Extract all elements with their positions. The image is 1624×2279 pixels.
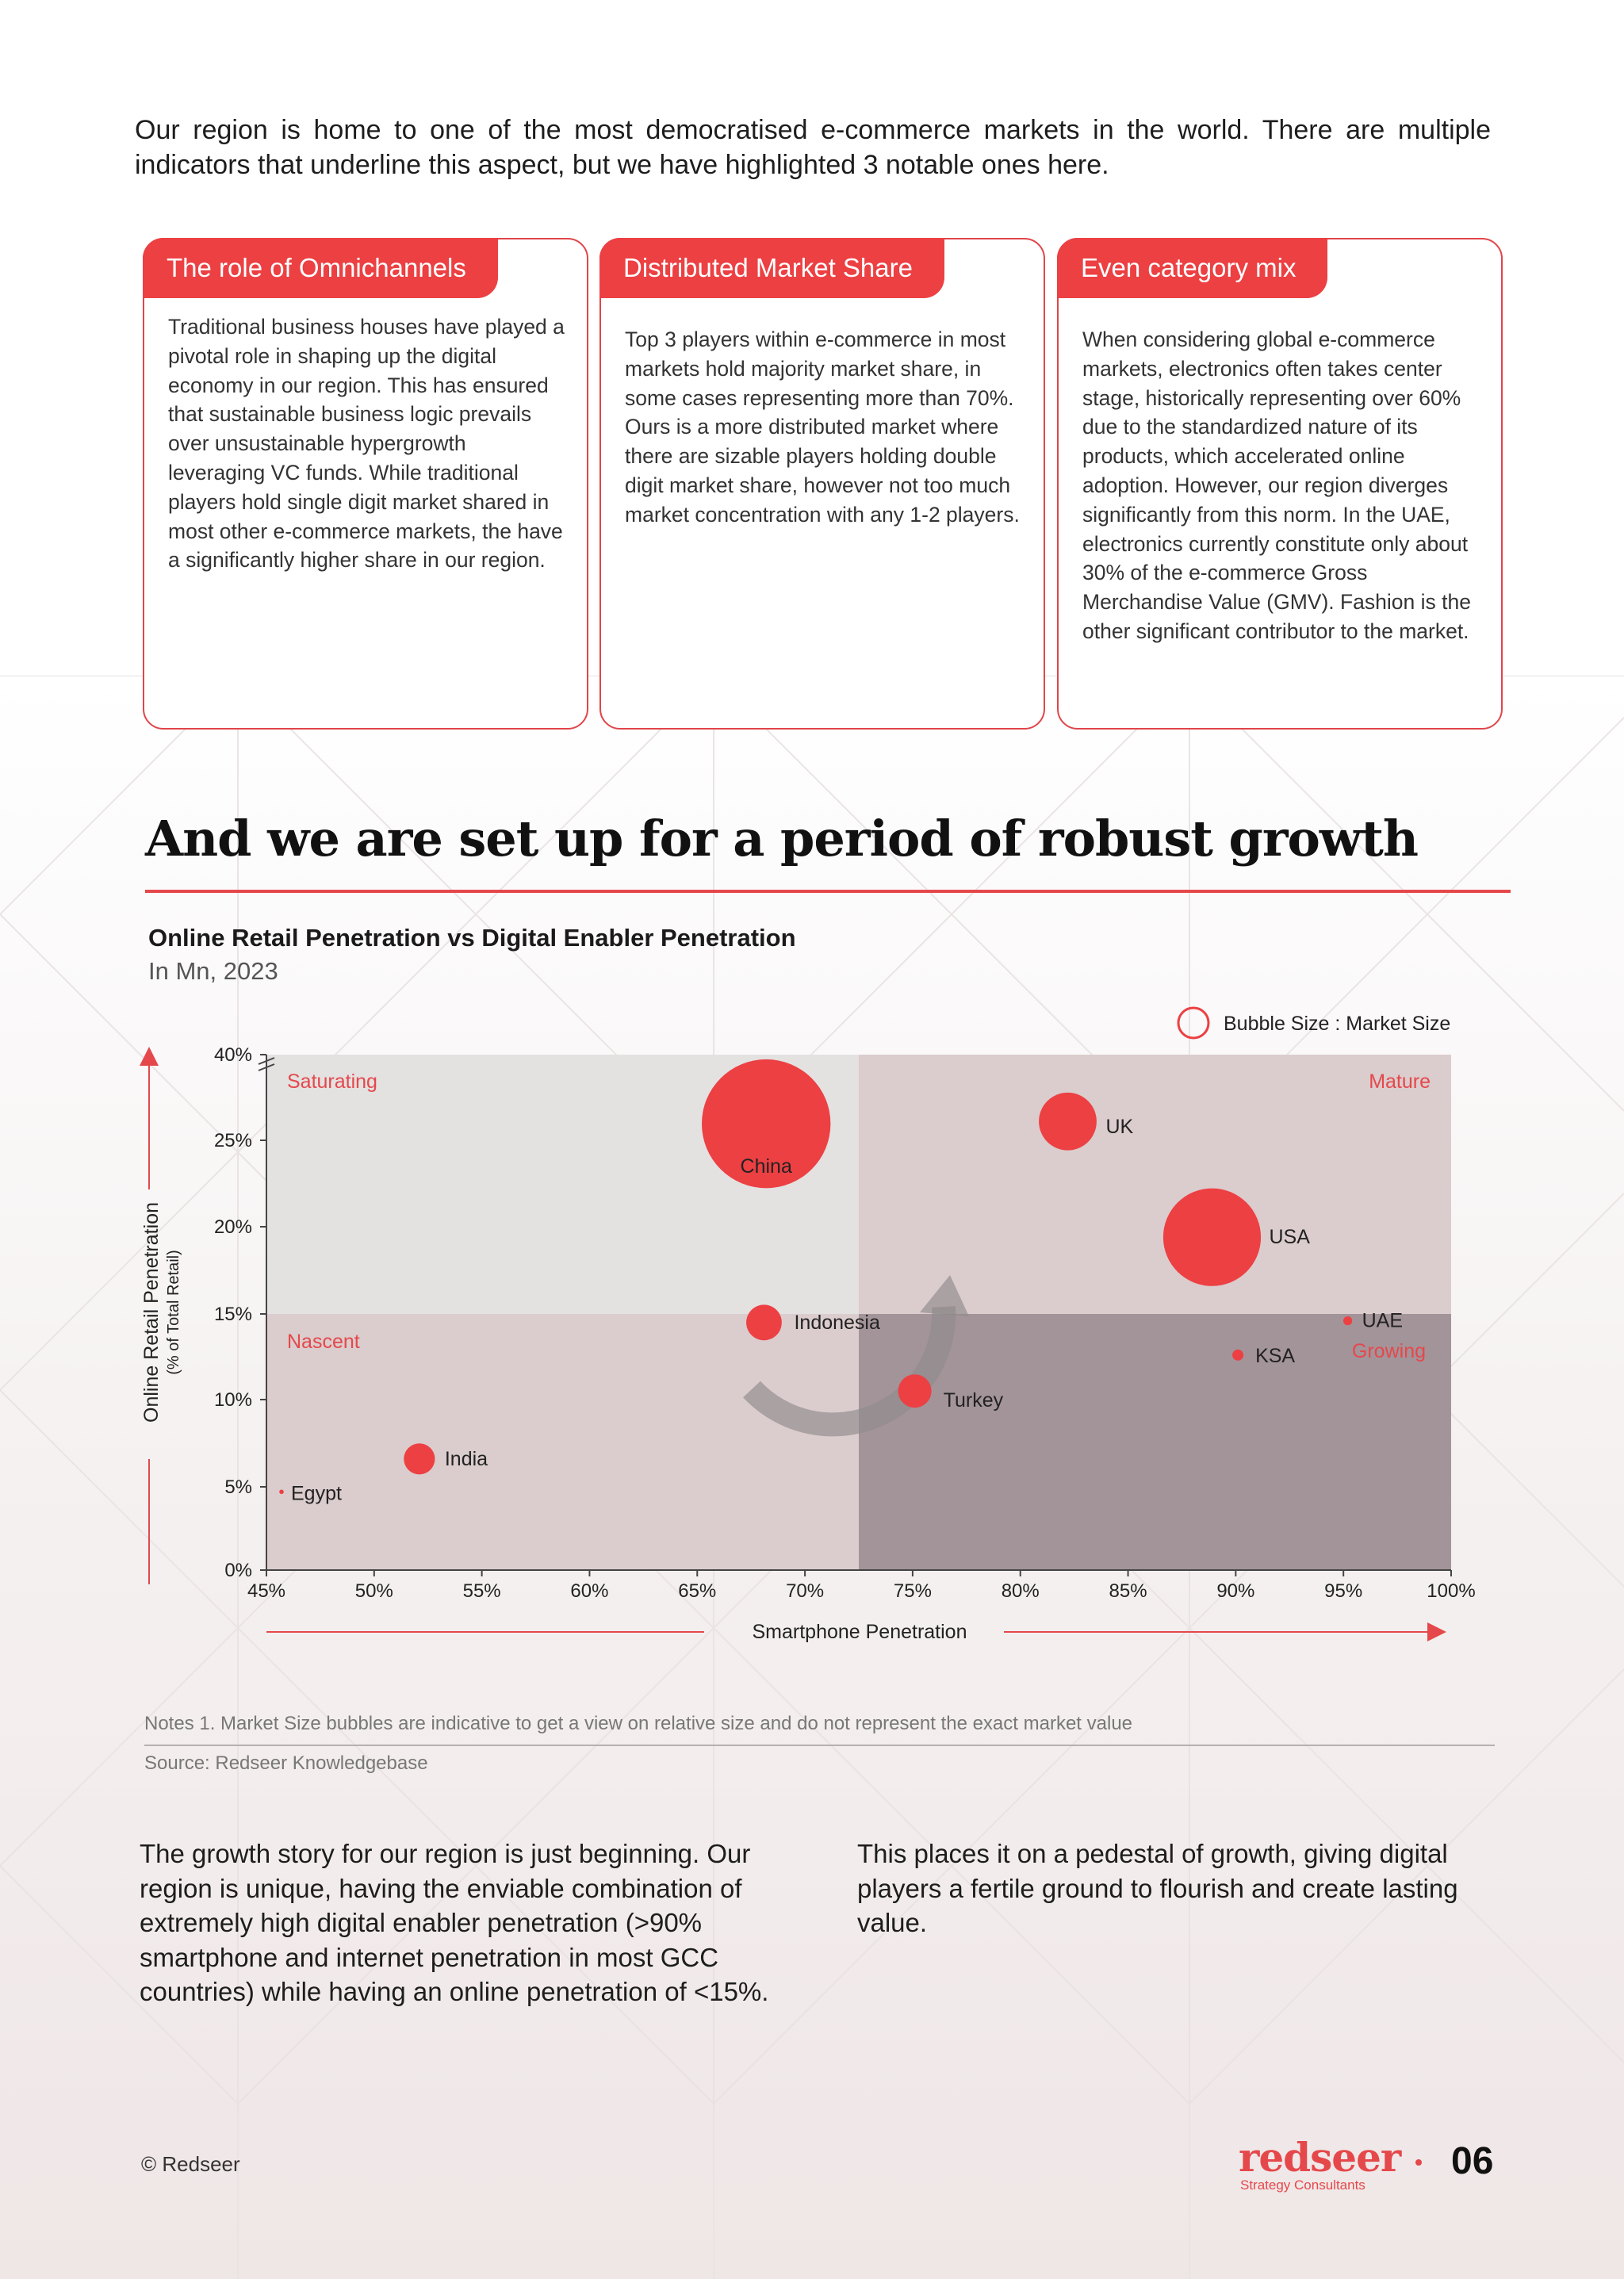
bubble-china [701,1059,831,1189]
y-tick-label: 10% [214,1389,252,1411]
bubble-indonesia [746,1304,782,1341]
growth-arrow-icon [743,1275,969,1437]
x-tick-label: 65% [678,1580,716,1602]
y-tick-label: 15% [214,1304,252,1325]
quadrant-label: Growing [1352,1340,1426,1362]
bubble-uae [1343,1316,1353,1326]
bubble-label: UK [1105,1116,1133,1138]
bubble-label: USA [1269,1226,1310,1248]
logo-subtitle: Strategy Consultants [1240,2177,1365,2193]
heading-divider [145,890,1511,893]
section-heading: And we are set up for a period of robust… [145,810,1419,868]
y-axis-subtitle: (% of Total Retail) [165,1250,182,1374]
x-tick-label: 70% [786,1580,824,1602]
y-tick-label: 0% [224,1560,252,1581]
bubble-label: Egypt [291,1482,342,1504]
card-text: Traditional business houses have played … [168,315,565,573]
quadrant-nascent [266,1314,859,1570]
x-tick-label: 90% [1216,1580,1254,1602]
bubble-usa [1162,1188,1262,1286]
chart-source: Source: Redseer Knowledgebase [144,1752,428,1774]
y-tick-label: 5% [224,1477,252,1498]
chart-notes: Notes 1. Market Size bubbles are indicat… [144,1713,1133,1734]
quadrant-label: Nascent [287,1331,360,1353]
bubble-label: Indonesia [794,1312,880,1334]
page-number: 06 [1451,2140,1494,2182]
redseer-logo: redseer [1239,2134,1401,2181]
y-tick-label: 25% [214,1130,252,1151]
bubble-india [404,1443,435,1475]
card-omnichannels: The role of Omnichannels Traditional bus… [143,238,588,730]
chart-title: Online Retail Penetration vs Digital Ena… [148,924,796,952]
card-category-mix: Even category mix When considering globa… [1057,238,1503,730]
bubble-label: KSA [1255,1345,1295,1367]
x-axis-title: Smartphone Penetration [752,1621,967,1643]
x-tick-label: 60% [570,1580,608,1602]
legend-label: Bubble Size : Market Size [1224,1013,1450,1035]
card-text: Top 3 players within e-commerce in most … [625,327,1020,527]
quadrant-growing [859,1314,1451,1570]
paragraph-left: The growth story for our region is just … [140,1839,769,2006]
x-tick-label: 85% [1109,1580,1147,1602]
axis-break-mark [258,1057,275,1065]
x-tick-label: 50% [355,1580,393,1602]
bubble-label: India [445,1448,488,1470]
y-tick-label: 20% [214,1216,252,1238]
intro-paragraph: Our region is home to one of the most de… [135,115,1491,180]
bubble-turkey [898,1374,932,1408]
card-text: When considering global e-commerce marke… [1082,327,1471,643]
x-tick-label: 55% [463,1580,501,1602]
bubble-ksa [1232,1349,1244,1361]
card-title: Distributed Market Share [599,238,944,298]
x-tick-label: 75% [894,1580,932,1602]
paragraph-right: This places it on a pedestal of growth, … [857,1839,1458,1937]
chart-subtitle: In Mn, 2023 [148,957,278,985]
card-market-share: Distributed Market Share Top 3 players w… [599,238,1045,730]
legend-bubble-icon [1177,1006,1210,1040]
notes-divider [144,1745,1495,1746]
x-tick-label: 45% [247,1580,285,1602]
bubble-uk [1039,1092,1097,1151]
x-tick-label: 80% [1002,1580,1040,1602]
quadrant-label: Saturating [287,1071,377,1093]
x-tick-label: 100% [1427,1580,1475,1602]
bubble-label: Turkey [944,1389,1004,1411]
bubble-label: China [741,1155,792,1178]
y-tick-label: 40% [214,1044,252,1066]
bubble-egypt [279,1489,284,1495]
card-title: Even category mix [1057,238,1328,298]
x-tick-label: 95% [1324,1580,1362,1602]
y-axis-title: Online Retail Penetration [140,1202,163,1423]
quadrant-mature [859,1055,1451,1314]
axis-break-mark [258,1063,275,1071]
copyright: © Redseer [141,2152,240,2176]
card-title: The role of Omnichannels [143,238,498,298]
quadrant-label: Mature [1369,1071,1431,1093]
separator-dot-icon [1415,2159,1422,2166]
bubble-label: UAE [1362,1310,1403,1332]
